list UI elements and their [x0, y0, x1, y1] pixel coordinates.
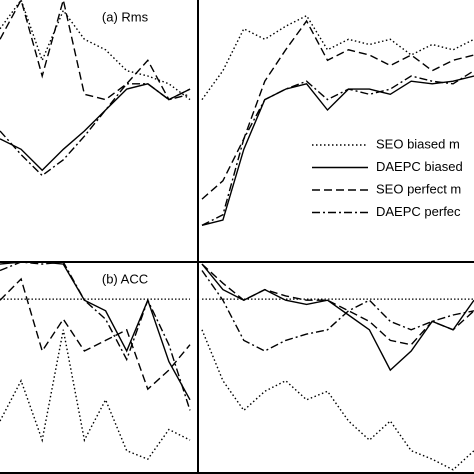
series-line — [0, 0, 191, 101]
series-line — [0, 261, 191, 411]
legend-label: SEO perfect m — [376, 181, 461, 196]
series-line — [0, 277, 191, 391]
series-line — [201, 75, 474, 226]
series-line — [201, 14, 474, 101]
series-line — [0, 329, 191, 461]
series-line — [201, 263, 474, 346]
legend-label: DAEPC perfec — [376, 204, 461, 219]
legend-label: DAEPC biased — [376, 159, 463, 174]
panel-label: (b) ACC — [102, 271, 148, 286]
series-line — [201, 263, 474, 372]
series-line — [201, 270, 474, 352]
series-line — [0, 83, 191, 177]
series-line — [201, 329, 474, 471]
series-line — [201, 70, 474, 226]
panel-label: (a) Rms — [102, 9, 149, 24]
series-line — [0, 0, 191, 101]
series-line — [0, 261, 191, 401]
series-line — [0, 83, 191, 172]
legend-label: SEO biased m — [376, 136, 460, 151]
series-line — [201, 19, 474, 200]
